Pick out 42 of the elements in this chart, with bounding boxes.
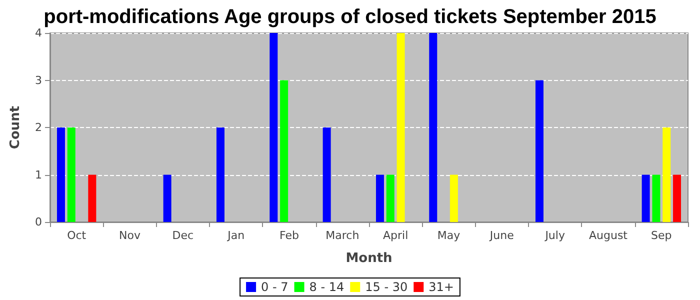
bar <box>216 128 224 222</box>
y-tick-label: 3 <box>35 74 42 87</box>
bar <box>88 174 96 222</box>
bar <box>322 128 331 222</box>
bar <box>56 128 65 222</box>
bar <box>376 174 384 222</box>
bar <box>67 128 76 222</box>
legend-label: 15 - 30 <box>365 280 408 294</box>
bar <box>652 174 660 222</box>
chart-title: port-modifications Age groups of closed tickets September 2015 <box>44 6 656 28</box>
x-tick-label: March <box>326 229 360 242</box>
y-tick-label: 1 <box>35 168 42 182</box>
bar <box>396 33 405 222</box>
bar <box>673 174 682 222</box>
x-tick-label: Jan <box>226 229 245 242</box>
bar <box>535 80 544 222</box>
bar <box>163 174 172 222</box>
x-tick-label: Nov <box>119 229 141 242</box>
bar <box>429 33 438 222</box>
bar <box>280 80 288 222</box>
x-tick-label: July <box>544 229 566 242</box>
x-tick-label: Sep <box>651 229 672 242</box>
bar <box>662 128 671 222</box>
bar <box>642 174 650 222</box>
x-tick-label: June <box>488 229 514 242</box>
legend-label: 8 - 14 <box>309 280 344 294</box>
x-tick-label: Dec <box>172 229 194 242</box>
x-tick-label: August <box>589 229 628 242</box>
x-axis-title: Month <box>346 251 392 266</box>
y-axis-title: Count <box>8 106 23 150</box>
bar <box>450 174 458 222</box>
x-tick-label: April <box>383 229 408 242</box>
bar <box>386 174 394 222</box>
y-tick-label: 4 <box>35 26 42 40</box>
legend-label: 0 - 7 <box>261 280 288 294</box>
legend-label: 31+ <box>428 280 454 294</box>
y-tick-label: 2 <box>35 121 42 134</box>
bar <box>270 33 278 222</box>
x-tick-label: Feb <box>280 229 299 242</box>
y-tick-label: 0 <box>35 216 42 228</box>
x-tick-label: May <box>437 229 461 242</box>
x-tick-label: Oct <box>67 229 87 242</box>
